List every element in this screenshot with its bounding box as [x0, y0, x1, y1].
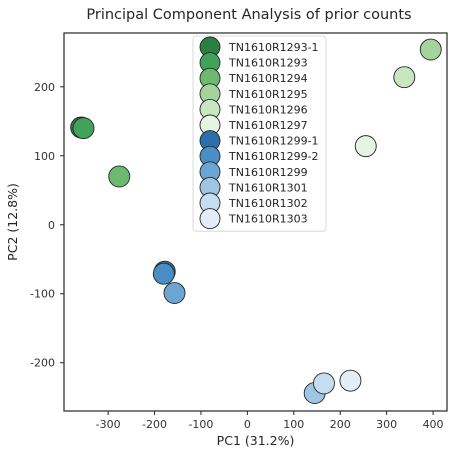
- data-point: [313, 372, 335, 395]
- legend-box: [192, 35, 327, 232]
- data-point: [393, 66, 416, 89]
- legend-label: TN1610R1296: [228, 103, 308, 116]
- points-layer: [70, 38, 442, 405]
- x-tick-label: 300: [376, 418, 397, 431]
- data-point: [339, 369, 362, 392]
- y-tick-label: -100: [30, 288, 55, 301]
- legend-marker: [199, 208, 221, 230]
- x-axis-title: PC1 (31.2%): [217, 433, 295, 448]
- legend-label: TN1610R1299: [228, 166, 308, 179]
- x-tick-label: 100: [283, 418, 304, 431]
- x-tick-label: 0: [244, 418, 251, 431]
- x-tick-label: -100: [188, 418, 213, 431]
- legend-label: TN1610R1299-2: [228, 150, 319, 163]
- chart-title: Principal Component Analysis of prior co…: [86, 7, 411, 23]
- legend: TN1610R1293-1 TN1610R1293 TN1610R1294 TN161…: [192, 35, 327, 232]
- data-point: [354, 135, 377, 158]
- y-axis-title: PC2 (12.8%): [5, 183, 20, 261]
- data-point: [163, 282, 186, 304]
- data-point: [152, 262, 175, 285]
- legend-label: TN1610R1297: [228, 119, 308, 132]
- data-point: [108, 165, 131, 188]
- y-tick-label: 0: [48, 219, 55, 232]
- legend-label: TN1610R1302: [228, 197, 308, 210]
- x-tick-label: -300: [96, 418, 121, 431]
- legend-label: TN1610R1295: [228, 88, 308, 101]
- legend-label: TN1610R1303: [228, 213, 308, 226]
- data-point: [72, 117, 95, 140]
- legend-label: TN1610R1293-1: [228, 41, 319, 54]
- y-tick-label: 100: [34, 150, 55, 163]
- legend-label: TN1610R1301: [228, 181, 308, 194]
- legend-label: TN1610R1294: [228, 72, 308, 85]
- data-point: [419, 38, 442, 61]
- axis-ticks: -300 -200 -100 0 100 200 300 400 -200 -100 0 100 200: [30, 81, 444, 431]
- x-tick-label: 200: [330, 418, 351, 431]
- x-tick-label: 400: [423, 418, 444, 431]
- legend-label: TN1610R1293: [228, 57, 308, 70]
- x-tick-label: -200: [142, 418, 167, 431]
- legend-label: TN1610R1299-1: [228, 135, 319, 148]
- y-tick-label: -200: [30, 357, 55, 370]
- y-tick-label: 200: [34, 81, 55, 94]
